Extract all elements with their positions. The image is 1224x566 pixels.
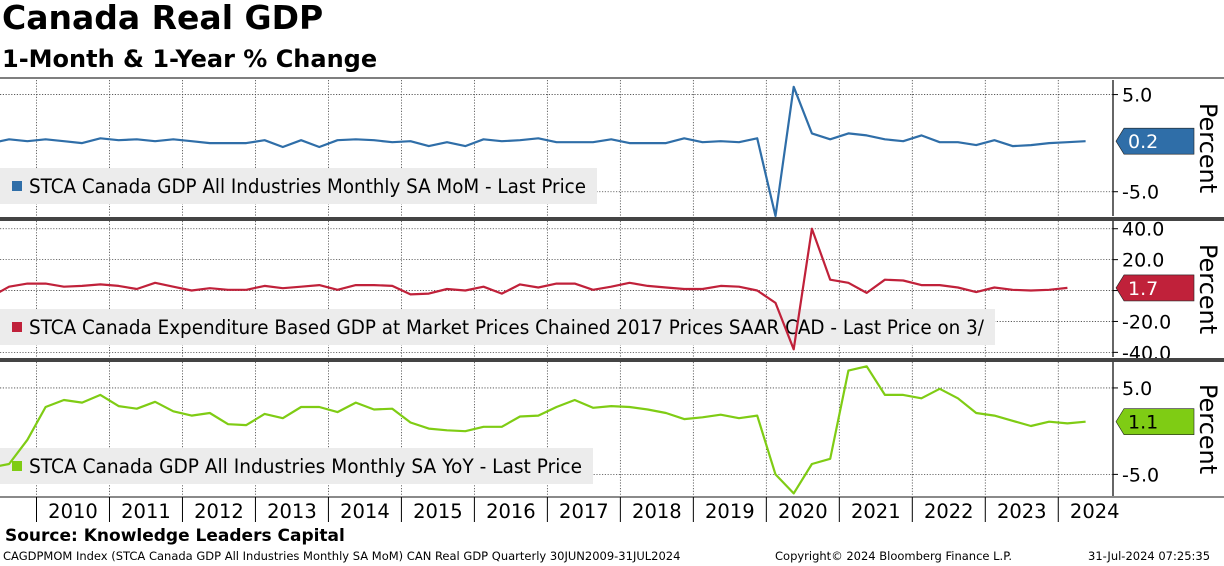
x-tick-label: 2019 xyxy=(705,500,755,523)
x-tick-label: 2024 xyxy=(1070,500,1120,523)
series-line xyxy=(0,227,1068,351)
x-tick-label: 2023 xyxy=(997,500,1047,523)
x-tick-label: 2010 xyxy=(48,500,98,523)
y-tick-label: 5.0 xyxy=(1122,85,1152,107)
x-tick-label: 2012 xyxy=(194,500,244,523)
last-value-tag xyxy=(1115,274,1195,302)
y-tick-label: -5.0 xyxy=(1122,182,1159,204)
panel-1: 5.0 -5.0 STCA Canada GDP All Industries Mo… xyxy=(0,80,1222,218)
last-value-tag xyxy=(1115,408,1195,435)
last-value-tag xyxy=(1115,127,1195,155)
legend-label: STCA Canada Expenditure Based GDP at Mar… xyxy=(29,316,984,339)
x-tick-label: 2022 xyxy=(924,500,974,523)
legend-box xyxy=(0,168,597,204)
x-tick-label: 2014 xyxy=(340,500,390,523)
source-note: Source: Knowledge Leaders Capital xyxy=(5,526,345,546)
y-axis-label: Percent xyxy=(1194,384,1222,474)
x-tick-label: 2011 xyxy=(121,500,171,523)
timestamp: 31-Jul-2024 07:25:35 xyxy=(1088,549,1211,563)
legend-box xyxy=(0,309,995,345)
chart-title: Canada Real GDP xyxy=(2,0,324,37)
legend-swatch xyxy=(12,322,22,332)
last-value-label: 1.1 xyxy=(1128,412,1158,434)
x-tick-label: 2018 xyxy=(632,500,682,523)
copyright-note: Copyright© 2024 Bloomberg Finance L.P. xyxy=(775,549,1012,563)
legend-swatch xyxy=(12,461,22,471)
y-tick-label: 40.0 xyxy=(1122,219,1164,241)
last-value-label: 1.7 xyxy=(1128,278,1158,300)
legend-box xyxy=(0,448,593,484)
x-tick-label: 2020 xyxy=(778,500,828,523)
chart-subtitle: 1-Month & 1-Year % Change xyxy=(2,45,378,73)
index-info: CAGDPMOM Index (STCA Canada GDP All Indu… xyxy=(3,549,681,563)
y-axis-label: Percent xyxy=(1194,103,1222,193)
last-value-label: 0.2 xyxy=(1128,131,1158,153)
legend-label: STCA Canada GDP All Industries Monthly S… xyxy=(29,175,586,198)
y-tick-label: -20.0 xyxy=(1122,311,1171,333)
y-tick-label: 5.0 xyxy=(1122,378,1152,400)
x-tick-label: 2021 xyxy=(851,500,901,523)
x-axis: 2010 2011 2012 2013 2014 2015 2016 2017 2018 2019… xyxy=(35,497,1120,523)
panel-3: 5.0 -5.0 STCA Canada GDP All Industries Mo… xyxy=(0,362,1222,496)
legend-swatch xyxy=(12,181,22,191)
y-tick-label: 20.0 xyxy=(1122,250,1164,272)
x-tick-label: 2017 xyxy=(559,500,609,523)
chart-panels: 5.0 -5.0 STCA Canada GDP All Industries Mo… xyxy=(0,77,1224,498)
x-tick-label: 2013 xyxy=(267,500,317,523)
y-tick-label: -5.0 xyxy=(1122,464,1159,486)
series-line xyxy=(0,85,1086,218)
y-axis-label: Percent xyxy=(1194,244,1222,334)
x-tick-label: 2015 xyxy=(413,500,463,523)
legend-label: STCA Canada GDP All Industries Monthly S… xyxy=(29,455,582,478)
series-line xyxy=(0,365,1086,495)
x-tick-label: 2016 xyxy=(486,500,536,523)
